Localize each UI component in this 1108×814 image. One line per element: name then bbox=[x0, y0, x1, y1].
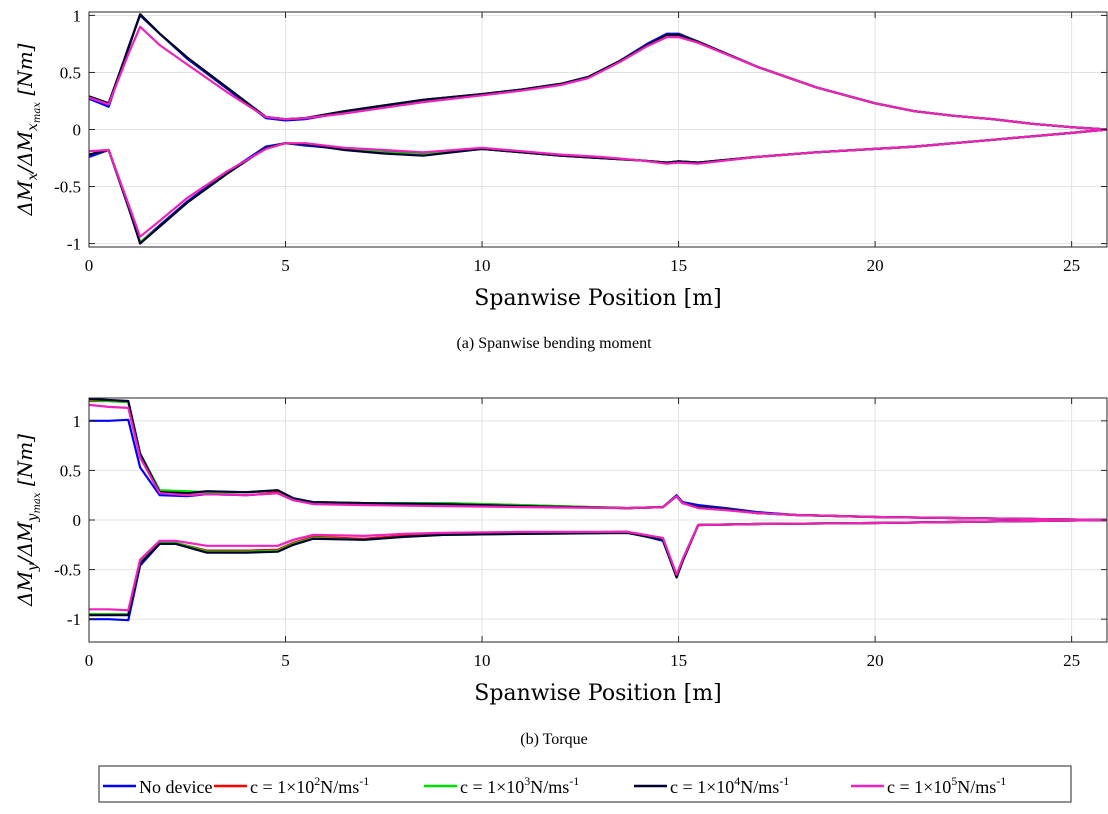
x-tick-label: 5 bbox=[281, 256, 290, 275]
series-line-4-upper bbox=[88, 25, 1108, 131]
series-line-3-upper bbox=[88, 13, 1108, 131]
y-tick-label: -1 bbox=[67, 610, 81, 629]
x-tick-label: 20 bbox=[867, 256, 884, 275]
series-line-0-upper bbox=[89, 418, 1108, 522]
caption-a: (a) Spanwise bending moment bbox=[456, 335, 652, 352]
series-line-1-upper bbox=[89, 399, 1108, 522]
series-line-0-lower bbox=[88, 128, 1108, 244]
series-line-4-lower bbox=[88, 128, 1108, 238]
x-tick-label: 10 bbox=[474, 256, 491, 275]
legend-label-0: No device bbox=[139, 777, 212, 797]
legend-label-4: c = 1×105N/ms-1 bbox=[887, 774, 1006, 797]
y-tick-label: 1 bbox=[73, 412, 82, 431]
x-tick-label: 0 bbox=[85, 256, 94, 275]
y-tick-label: 0.5 bbox=[60, 63, 81, 82]
series-line-2-lower bbox=[88, 128, 1108, 244]
torque-chart: 0 5 10 15 20 25 -1 -0.5 0 0.5 1 Spanwise Position [… bbox=[13, 397, 1108, 706]
x-tick-label: 25 bbox=[1063, 256, 1080, 275]
x-axis-label: Spanwise Position [m] bbox=[474, 681, 721, 706]
x-axis-label: Spanwise Position [m] bbox=[474, 286, 721, 311]
legend-frame bbox=[98, 765, 1072, 803]
y-tick-label: -1 bbox=[67, 235, 81, 254]
x-tick-label: 15 bbox=[670, 256, 687, 275]
x-tick-label: 10 bbox=[474, 651, 491, 670]
y-tick-label: 0 bbox=[73, 121, 82, 140]
x-tick-label: 20 bbox=[867, 651, 884, 670]
y-tick-label: 1 bbox=[73, 6, 82, 25]
legend: No device c = 1×102N/ms-1 c = 1×103N/ms-1 c… bbox=[98, 765, 1072, 803]
caption-b: (b) Torque bbox=[520, 731, 587, 748]
x-tick-label: 15 bbox=[670, 651, 687, 670]
series-line-4-upper bbox=[88, 403, 1108, 522]
x-tick-label: 5 bbox=[281, 651, 290, 670]
y-tick-label: 0.5 bbox=[60, 461, 81, 480]
y-axis-label: ΔMx/ΔMxmax [Nm] bbox=[13, 43, 43, 216]
y-axis-label: ΔMy/ΔMymax [Nm] bbox=[13, 434, 43, 607]
x-tick-label: 0 bbox=[85, 651, 94, 670]
legend-label-2: c = 1×103N/ms-1 bbox=[460, 774, 579, 797]
y-tick-label: -0.5 bbox=[54, 178, 81, 197]
x-tick-label: 25 bbox=[1063, 651, 1080, 670]
series-line-4-lower bbox=[89, 518, 1108, 612]
series-line-3-upper bbox=[88, 397, 1108, 522]
legend-label-1: c = 1×102N/ms-1 bbox=[250, 774, 369, 797]
series-line-1-lower bbox=[88, 128, 1108, 244]
series-line-2-upper bbox=[88, 398, 1108, 522]
series-line-3-lower bbox=[89, 518, 1108, 617]
bending-moment-chart: 0 5 10 15 20 25 -1 -0.5 0 0.5 1 Spanwise Position [… bbox=[13, 6, 1108, 311]
y-tick-label: -0.5 bbox=[54, 561, 81, 580]
legend-label-3: c = 1×104N/ms-1 bbox=[670, 774, 789, 797]
y-tick-label: 0 bbox=[73, 511, 82, 530]
series-line-0-lower bbox=[89, 518, 1108, 622]
